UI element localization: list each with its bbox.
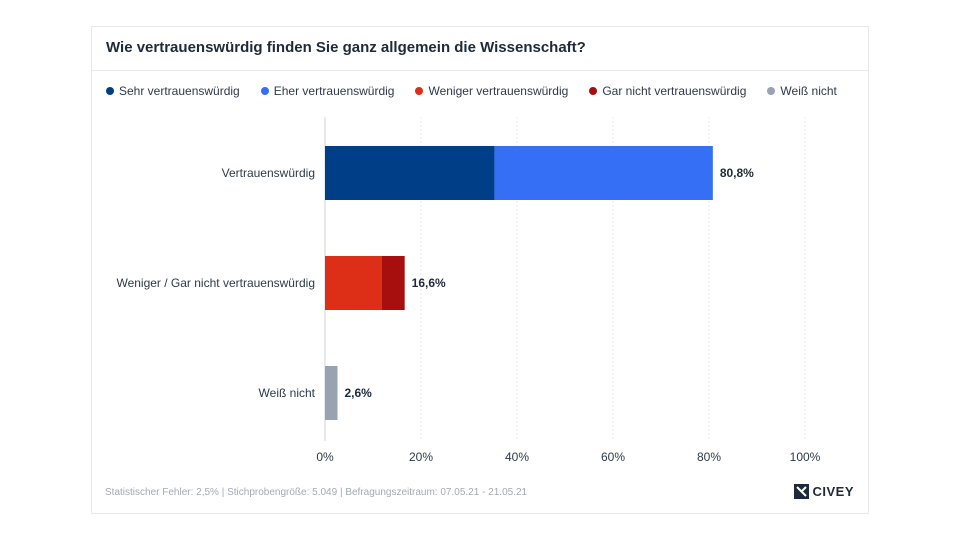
legend-swatch bbox=[589, 87, 598, 95]
title-divider bbox=[92, 70, 868, 71]
civey-logo-icon bbox=[794, 484, 810, 499]
legend-item: Eher vertrauenswürdig bbox=[260, 84, 395, 98]
legend-item: Gar nicht vertrauenswürdig bbox=[589, 84, 746, 98]
x-tick-label: 60% bbox=[601, 450, 625, 464]
legend-label: Weiß nicht bbox=[780, 84, 837, 98]
legend-item: Sehr vertrauenswürdig bbox=[106, 84, 240, 98]
bar-segment bbox=[325, 366, 338, 420]
chart-legend: Sehr vertrauenswürdig Eher vertrauenswürd… bbox=[106, 84, 837, 98]
footer-note: Statistischer Fehler: 2,5% | Stichproben… bbox=[105, 487, 528, 498]
legend-label: Gar nicht vertrauenswürdig bbox=[602, 84, 747, 98]
x-tick-label: 40% bbox=[505, 450, 529, 464]
bar-segment bbox=[325, 256, 382, 310]
legend-swatch bbox=[415, 87, 424, 95]
chart-card: Wie vertrauenswürdig finden Sie ganz all… bbox=[91, 26, 869, 514]
category-label: Weiß nicht bbox=[259, 386, 316, 400]
x-tick-label: 20% bbox=[409, 450, 433, 464]
bar-segment bbox=[381, 256, 405, 310]
brand-name: CIVEY bbox=[812, 484, 854, 499]
legend-swatch bbox=[767, 87, 776, 95]
legend-swatch bbox=[260, 87, 269, 95]
category-label: Weniger / Gar nicht vertrauenswürdig bbox=[116, 276, 315, 290]
legend-item: Weniger vertrauenswürdig bbox=[415, 84, 568, 98]
legend-label: Weniger vertrauenswürdig bbox=[428, 84, 569, 98]
legend-label: Eher vertrauenswürdig bbox=[273, 84, 395, 98]
x-tick-label: 100% bbox=[790, 450, 821, 464]
brand-logo: CIVEY bbox=[794, 484, 854, 499]
bar-total-label: 2,6% bbox=[344, 386, 372, 400]
x-tick-label: 80% bbox=[697, 450, 721, 464]
bar-total-label: 80,8% bbox=[720, 166, 754, 180]
chart-title: Wie vertrauenswürdig finden Sie ganz all… bbox=[106, 39, 586, 56]
bar-total-label: 16,6% bbox=[412, 276, 446, 290]
bar-chart: 0% 20% 40% 60% 80% 100% Vertrauenswürdig 80,8% W… bbox=[116, 117, 821, 464]
legend-swatch bbox=[106, 87, 114, 95]
bar-segment bbox=[325, 146, 495, 200]
legend-label: Sehr vertrauenswürdig bbox=[119, 84, 240, 98]
x-tick-label: 0% bbox=[316, 450, 334, 464]
legend-item: Weiß nicht bbox=[767, 84, 837, 98]
category-label: Vertrauenswürdig bbox=[222, 166, 315, 180]
bar-segment bbox=[494, 146, 713, 200]
